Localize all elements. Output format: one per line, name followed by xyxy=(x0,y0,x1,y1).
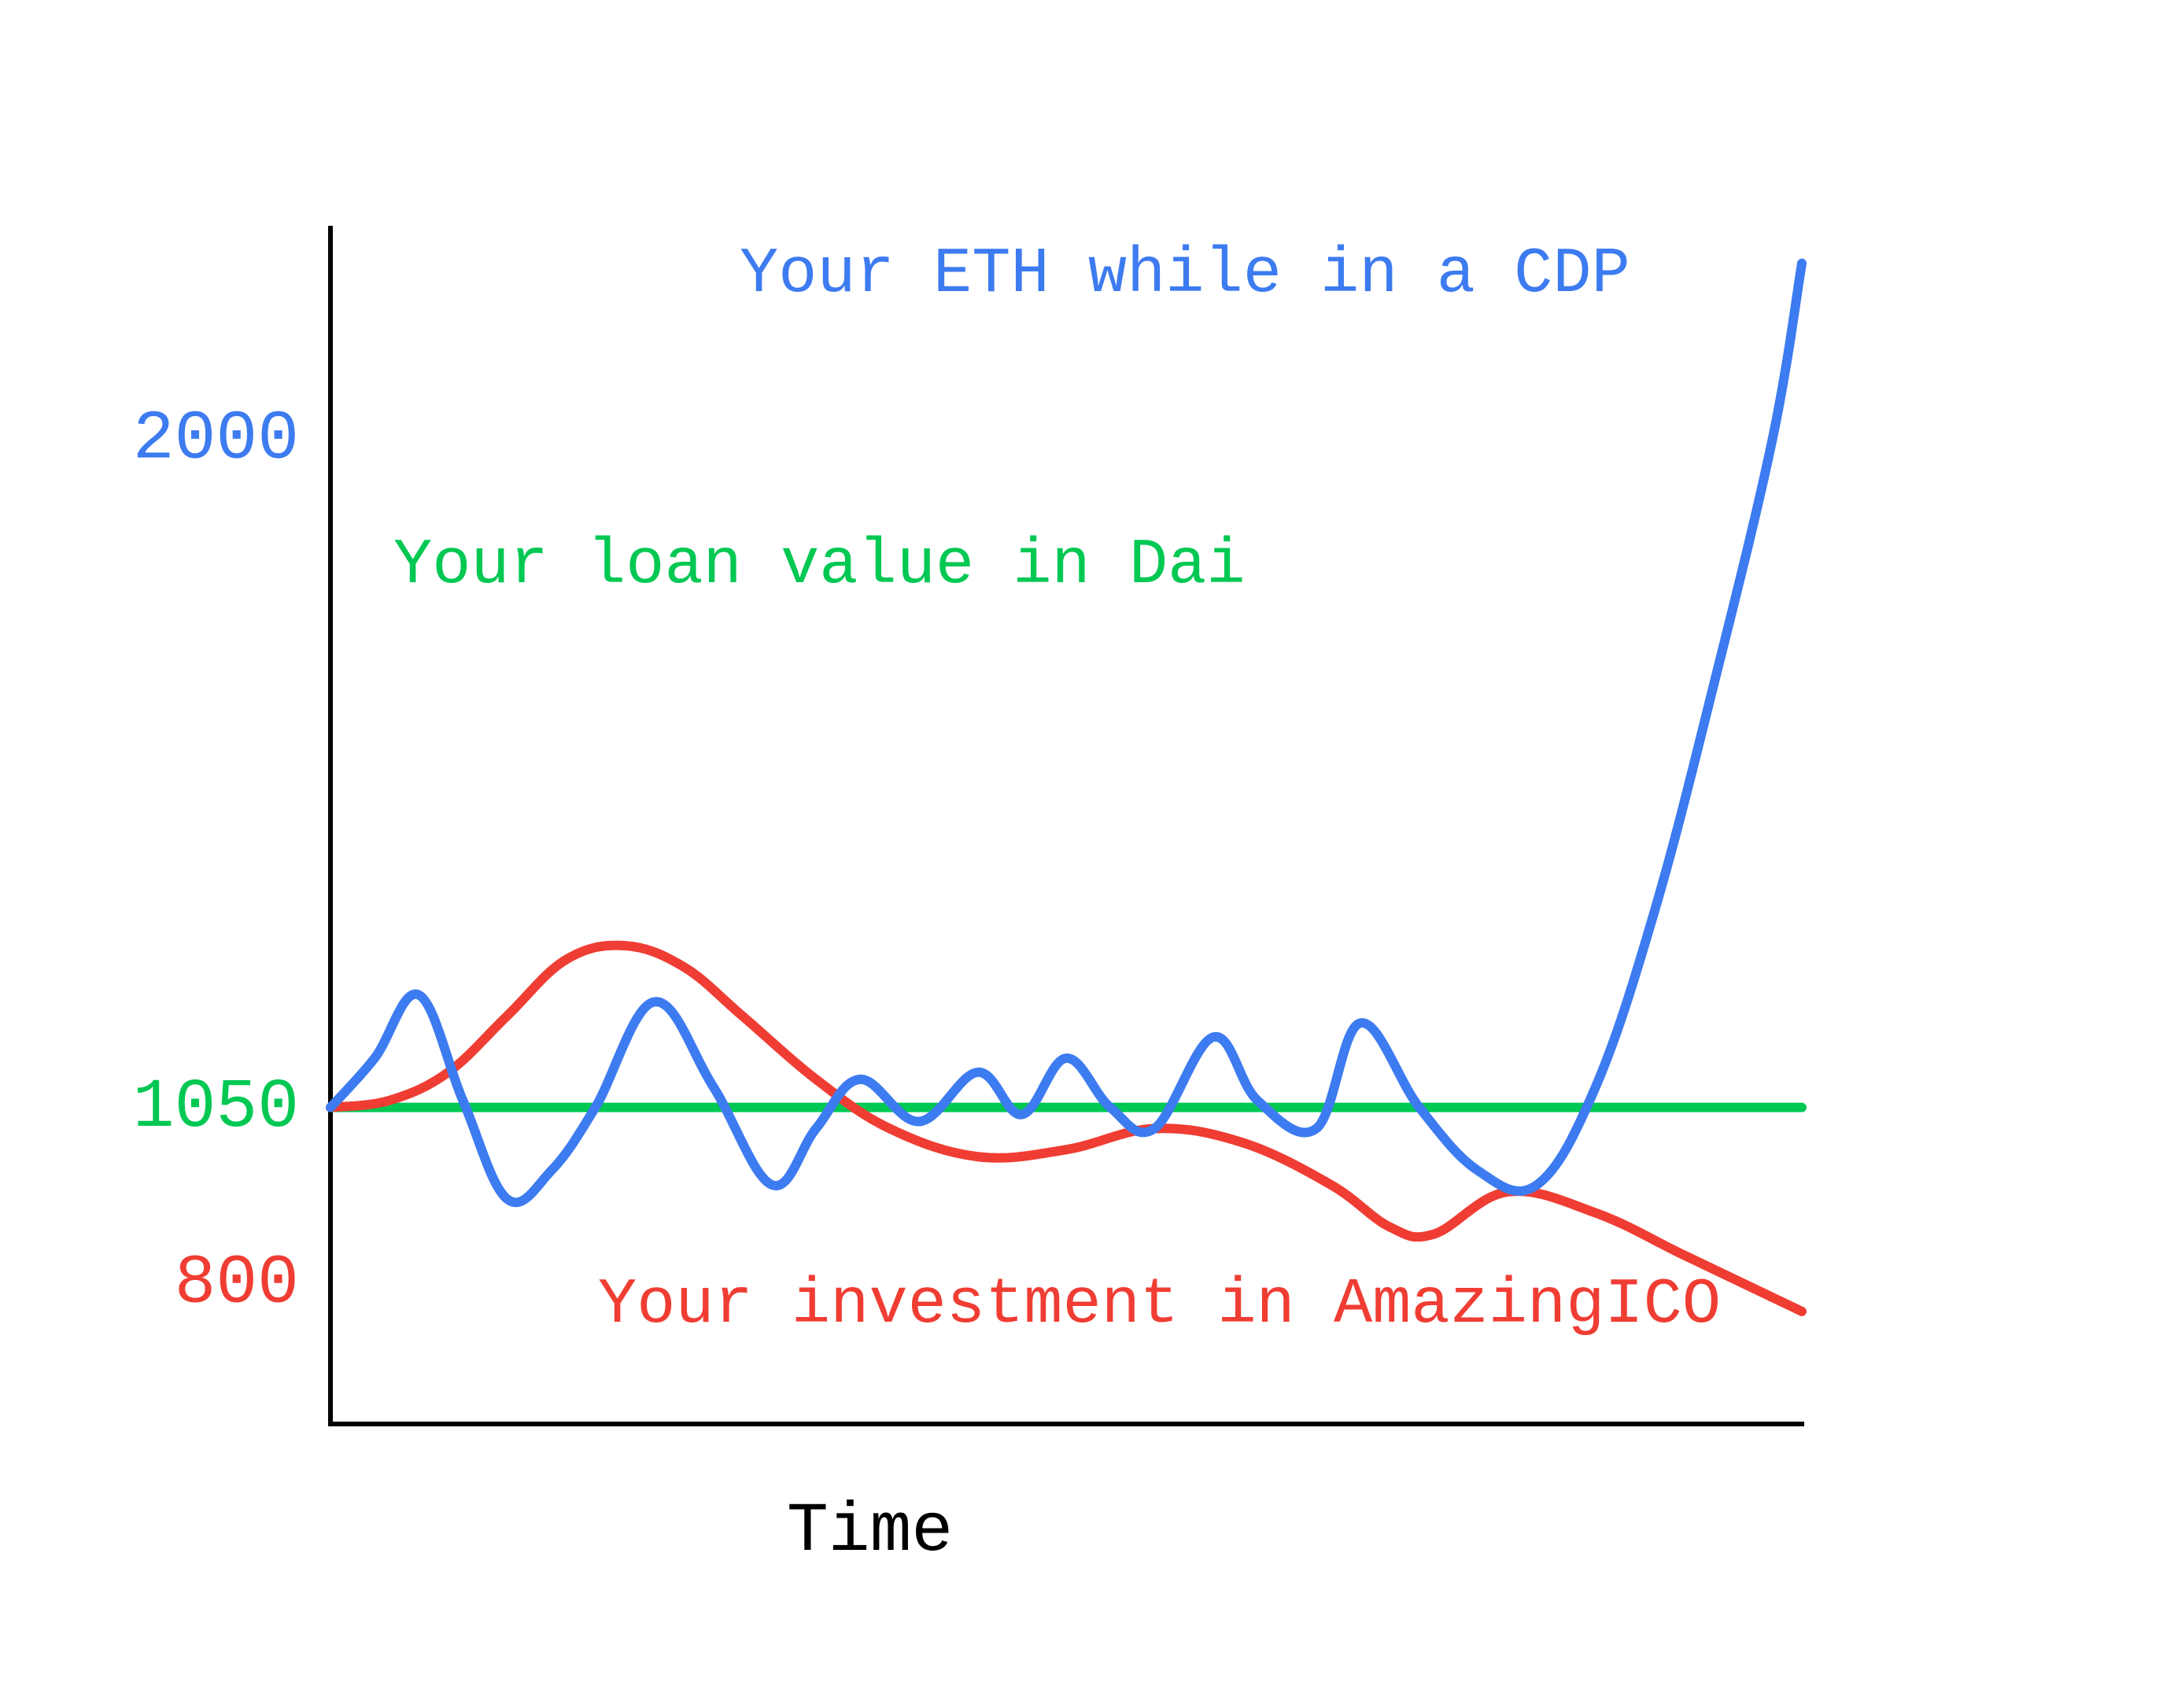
series-ico-label: Your investment in AmazingICO xyxy=(598,1268,1721,1341)
series-eth-line xyxy=(330,264,1802,1203)
series-dai-label: Your loan value in Dai xyxy=(393,529,1246,602)
ytick-800: 800 xyxy=(175,1245,299,1323)
ytick-1050: 1050 xyxy=(133,1069,299,1147)
line-chart: 800 1050 2000 Your loan value in Dai You… xyxy=(0,0,2163,1708)
chart-container: 800 1050 2000 Your loan value in Dai You… xyxy=(0,0,2163,1708)
x-axis-label: Time xyxy=(787,1493,953,1571)
ytick-2000: 2000 xyxy=(133,400,299,478)
series-eth-label: Your ETH while in a CDP xyxy=(740,238,1630,311)
